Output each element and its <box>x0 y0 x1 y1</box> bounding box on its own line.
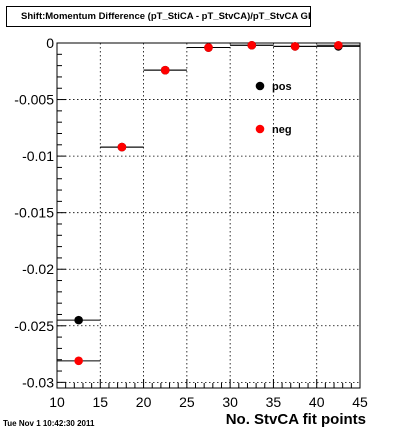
neg-data-point <box>74 356 83 366</box>
y-tick-label: -0.005 <box>14 92 54 108</box>
neg-data-point <box>160 65 170 75</box>
y-tick-label: -0.03 <box>22 374 54 390</box>
neg-data-point <box>204 43 213 52</box>
y-tick-label: -0.01 <box>22 148 54 164</box>
legend-label-neg: neg <box>272 124 292 136</box>
x-tick-label: 45 <box>352 394 368 410</box>
neg-data-point <box>247 40 257 50</box>
x-tick-label: 40 <box>309 394 325 410</box>
x-tick-label: 30 <box>222 394 238 410</box>
x-tick-label: 15 <box>92 394 108 410</box>
x-axis-label: No. StvCA fit points <box>225 411 366 428</box>
neg-data-point <box>117 142 127 152</box>
legend-marker-neg <box>255 124 265 134</box>
neg-data-point <box>290 42 300 51</box>
x-tick-label: 20 <box>136 394 152 410</box>
neg-data-point <box>334 40 343 50</box>
y-tick-label: -0.015 <box>14 205 54 221</box>
y-tick-label: 0 <box>46 35 54 51</box>
x-tick-label: 35 <box>266 394 282 410</box>
x-tick-label: 10 <box>49 394 65 410</box>
plot-frame <box>56 42 361 389</box>
x-tick-label: 25 <box>179 394 195 410</box>
pos-data-point <box>74 315 83 325</box>
y-tick-label: -0.025 <box>14 318 54 334</box>
legend-label-pos: pos <box>272 81 292 93</box>
timestamp: Tue Nov 1 10:42:30 2011 <box>3 419 95 428</box>
legend-marker-pos <box>255 81 265 91</box>
y-tick-label: -0.02 <box>22 261 54 277</box>
chart-title: Shift:Momentum Difference (pT_StiCA - pT… <box>6 6 311 27</box>
